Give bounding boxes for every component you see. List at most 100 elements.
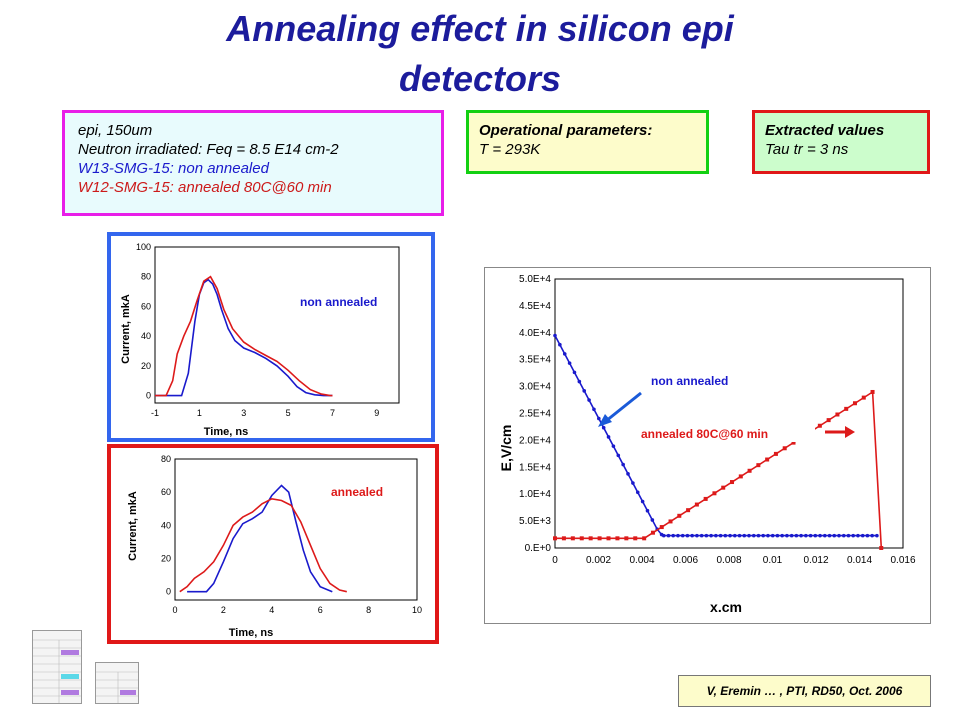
data-point xyxy=(597,416,601,421)
data-point xyxy=(832,533,837,538)
data-point xyxy=(686,508,691,513)
data-point xyxy=(695,533,699,538)
chart-field-series xyxy=(553,333,884,550)
data-point xyxy=(676,533,680,538)
data-point xyxy=(852,401,857,406)
x-tick-label: 7 xyxy=(330,408,335,418)
data-point xyxy=(782,446,787,451)
y-tick-label: 0 xyxy=(146,391,151,401)
x-tick-label: 0.008 xyxy=(716,555,741,566)
y-tick-label: 2.0E+4 xyxy=(519,435,551,446)
data-point xyxy=(635,490,640,495)
data-point xyxy=(780,533,784,538)
data-point xyxy=(624,536,629,541)
x-tick-label: 0.006 xyxy=(673,555,698,566)
data-point xyxy=(813,533,818,538)
y-tick-label: 40 xyxy=(161,520,171,530)
data-point xyxy=(553,333,557,338)
x-tick-label: 9 xyxy=(374,408,379,418)
y-tick-label: 40 xyxy=(141,331,151,341)
data-point xyxy=(818,533,822,538)
data-point xyxy=(703,496,708,501)
y-tick-label: 20 xyxy=(161,554,171,564)
data-point xyxy=(690,533,694,538)
chart-field-annotation-annealed: annealed 80C@60 min xyxy=(641,427,768,441)
extracted-values-heading: Extracted values xyxy=(765,122,885,139)
info-line-irradiation: Neutron irradiated: Feq = 8.5 E14 cm-2 xyxy=(78,141,339,158)
data-point xyxy=(826,418,831,423)
calculated-table-thumbnail xyxy=(95,662,139,704)
series-line xyxy=(155,275,333,397)
operational-parameters-heading: Operational parameters: xyxy=(479,122,653,139)
x-tick-label: 0.01 xyxy=(763,555,783,566)
plot-area xyxy=(554,278,904,549)
extracted-values-box: Extracted values Tau tr = 3 ns xyxy=(752,110,930,174)
y-tick-label: 0 xyxy=(166,587,171,597)
data-point xyxy=(861,395,866,400)
parameter-table-thumbnail xyxy=(32,630,82,704)
data-point xyxy=(666,533,671,538)
data-point xyxy=(737,533,742,538)
y-tick-label: 5.0E+3 xyxy=(519,516,551,527)
sample-info-box: epi, 150um Neutron irradiated: Feq = 8.5… xyxy=(62,110,444,216)
data-point xyxy=(570,536,575,541)
data-point xyxy=(626,472,630,476)
chart-annealed-axes: 0 2 4 6 8 10 0 20 40 60 80 xyxy=(161,454,422,615)
data-point xyxy=(588,536,593,541)
chart-field-axes: 0 0.002 0.004 0.006 0.008 0.01 0.012 0.014 0.016… xyxy=(519,274,916,566)
data-point xyxy=(844,406,849,411)
x-tick-label: 0.016 xyxy=(890,555,915,566)
x-tick-label: 0.012 xyxy=(803,555,828,566)
data-point xyxy=(756,463,761,468)
y-tick-label: 100 xyxy=(136,242,151,252)
x-tick-label: 2 xyxy=(221,605,226,615)
chart-field-ylabel: E,V/cm xyxy=(498,425,514,472)
data-point xyxy=(870,389,875,394)
y-tick-label: 80 xyxy=(161,454,171,464)
page-title: Annealing effect in silicon epi detector… xyxy=(0,4,960,104)
data-point xyxy=(789,533,794,538)
data-point xyxy=(817,423,822,428)
data-point xyxy=(606,435,611,439)
data-point xyxy=(785,533,789,538)
data-point xyxy=(747,468,752,473)
data-point xyxy=(633,536,638,541)
data-point xyxy=(770,533,775,538)
data-point xyxy=(611,444,616,448)
data-point xyxy=(766,533,770,538)
data-point xyxy=(699,533,704,538)
chart-non-annealed-label: non annealed xyxy=(300,295,377,309)
data-point xyxy=(747,533,751,538)
data-point xyxy=(728,533,732,538)
data-point xyxy=(870,533,874,538)
x-tick-label: 0.002 xyxy=(586,555,611,566)
data-point xyxy=(775,533,780,538)
x-tick-label: 3 xyxy=(241,408,246,418)
y-tick-label: 2.5E+4 xyxy=(519,409,551,420)
data-point xyxy=(567,361,572,365)
data-point xyxy=(587,398,591,402)
data-point xyxy=(680,533,685,538)
data-point xyxy=(730,480,735,485)
chart-annealed: 0 2 4 6 8 10 0 20 40 60 80 annealed Time, ns Curre… xyxy=(127,454,422,639)
arrow-annealed-head xyxy=(845,426,855,438)
data-point xyxy=(723,533,728,538)
data-point xyxy=(804,533,808,538)
x-tick-label: 5 xyxy=(286,408,291,418)
info-line-annealed-sample: W12-SMG-15: annealed 80C@60 min xyxy=(78,179,332,196)
data-point xyxy=(742,533,747,538)
x-tick-label: 6 xyxy=(318,605,323,615)
data-point xyxy=(751,533,756,538)
data-point xyxy=(791,440,796,445)
y-tick-label: 0.E+0 xyxy=(525,543,552,554)
y-tick-label: 3.0E+4 xyxy=(519,382,551,393)
data-point xyxy=(640,499,645,504)
chart-annealed-frame: 0 2 4 6 8 10 0 20 40 60 80 annealed Time, ns Curre… xyxy=(107,444,439,644)
data-point xyxy=(733,533,737,538)
data-point xyxy=(756,533,761,538)
data-point xyxy=(827,533,832,538)
data-point xyxy=(704,533,709,538)
x-tick-label: 0 xyxy=(552,555,558,566)
data-point xyxy=(582,389,587,393)
y-tick-label: 1.0E+4 xyxy=(519,489,551,500)
